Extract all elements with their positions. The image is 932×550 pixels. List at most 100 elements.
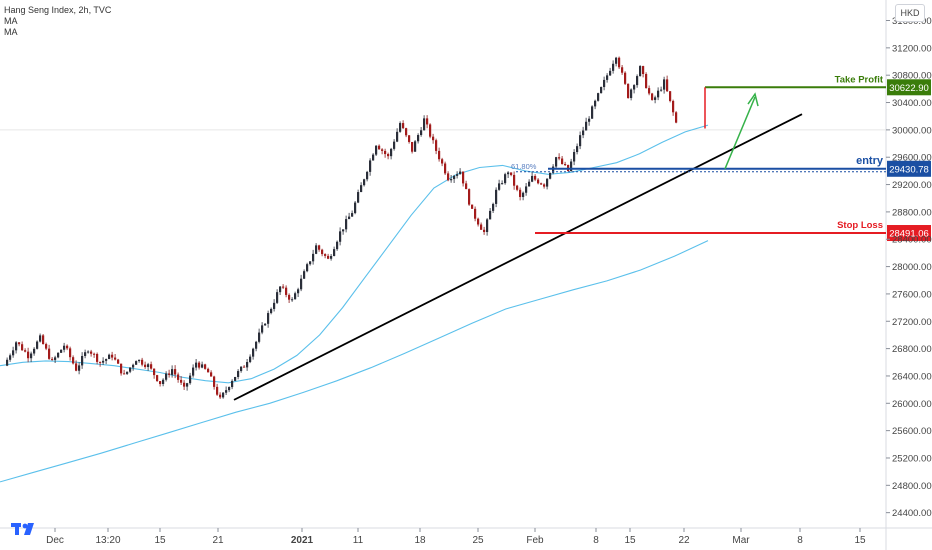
candle-body <box>444 163 447 174</box>
candle-body <box>393 141 396 149</box>
x-tick-label: 8 <box>593 535 599 546</box>
candle-body <box>549 172 552 179</box>
candle-body <box>489 210 492 220</box>
candle-body <box>510 172 513 175</box>
candle-body <box>327 255 330 259</box>
candle-body <box>96 353 99 362</box>
candle-body <box>105 359 108 361</box>
candle-body <box>120 363 123 374</box>
drawings: Take Profit 30622.90 61.80% entry 29430.78 St… <box>233 74 931 401</box>
ma-legend-1[interactable]: MA <box>4 16 18 26</box>
candle-body <box>186 383 189 387</box>
x-tick-label: 15 <box>624 535 636 546</box>
candle-body <box>663 79 666 90</box>
candle-body <box>300 278 303 290</box>
candle-body <box>477 218 480 225</box>
candle-body <box>405 128 408 136</box>
candle-body <box>213 376 216 387</box>
candle-body <box>645 73 648 89</box>
y-tick-label: 28800.00 <box>892 207 932 218</box>
candle-body <box>66 345 69 349</box>
candle-body <box>411 141 414 152</box>
candle-body <box>474 208 477 219</box>
x-tick-label: 25 <box>472 535 484 546</box>
candle-body <box>537 179 540 184</box>
candle-body <box>174 369 177 375</box>
candle-body <box>69 348 72 358</box>
x-axis[interactable]: Dec 13:20 15 21 2021 11 18 25 Feb 8 15 22 Mar 8 15 <box>46 528 866 546</box>
candle-body <box>471 204 474 209</box>
y-axis[interactable]: 24400.00 24800.00 25200.00 25600.00 26000.00… <box>886 16 932 519</box>
candle-body <box>633 85 636 90</box>
x-tick-label: 18 <box>414 535 426 546</box>
price-tag-label: 30622.90 <box>889 83 929 94</box>
candle-body <box>447 173 450 181</box>
candle-body <box>312 253 315 262</box>
candle-body <box>435 140 438 151</box>
candle-body <box>423 118 426 131</box>
candle-body <box>243 366 246 368</box>
candle-body <box>267 313 270 324</box>
x-tick-label: 21 <box>212 535 224 546</box>
candle-body <box>261 325 264 333</box>
candle-body <box>255 341 258 349</box>
candle-body <box>402 123 405 129</box>
candle-body <box>285 287 288 295</box>
candle-body <box>114 357 117 360</box>
candle-body <box>162 379 165 384</box>
candle-body <box>204 364 207 369</box>
candle-body <box>525 186 528 193</box>
candle-body <box>39 335 42 342</box>
candle-body <box>546 178 549 187</box>
candle-body <box>246 362 249 368</box>
ma-legend-2[interactable]: MA <box>4 27 18 37</box>
candle-body <box>612 63 615 71</box>
candle-body <box>492 203 495 211</box>
candle-body <box>303 271 306 279</box>
candle-body <box>603 79 606 88</box>
candle-body <box>459 171 462 175</box>
tradingview-logo-icon[interactable] <box>10 520 40 538</box>
candle-body <box>387 154 390 157</box>
candle-body <box>222 392 225 398</box>
candle-body <box>399 123 402 132</box>
level-name-label: Take Profit <box>835 74 884 85</box>
candle-body <box>60 349 63 353</box>
candle-body <box>291 299 294 301</box>
target-arrow-head <box>747 92 759 107</box>
candle-body <box>33 348 36 354</box>
candle-body <box>333 249 336 256</box>
candles <box>6 56 678 399</box>
currency-badge[interactable]: HKD <box>895 4 925 22</box>
y-tick-label: 30800.00 <box>892 71 932 82</box>
candle-body <box>159 381 162 384</box>
candle-body <box>513 174 516 186</box>
candle-body <box>345 219 348 230</box>
x-tick-label: 2021 <box>291 535 314 546</box>
candle-body <box>378 145 381 150</box>
x-tick-label: 22 <box>678 535 690 546</box>
candle-body <box>504 174 507 184</box>
candle-body <box>618 57 621 68</box>
candle-body <box>363 179 366 186</box>
candle-body <box>486 219 489 233</box>
candle-body <box>654 97 657 100</box>
price-tag-box <box>887 160 931 177</box>
candle-body <box>324 254 327 256</box>
candle-body <box>591 106 594 119</box>
candle-body <box>21 344 24 351</box>
candle-body <box>408 135 411 142</box>
candle-body <box>657 90 660 98</box>
candle-body <box>270 308 273 314</box>
candle-body <box>72 357 75 364</box>
y-tick-label: 25200.00 <box>892 453 932 464</box>
candle-body <box>516 185 519 190</box>
trendline <box>233 113 803 401</box>
candle-body <box>216 386 219 395</box>
candle-body <box>381 149 384 151</box>
candle-body <box>672 100 675 113</box>
candle-body <box>93 353 96 355</box>
y-tick-label: 30000.00 <box>892 125 932 136</box>
